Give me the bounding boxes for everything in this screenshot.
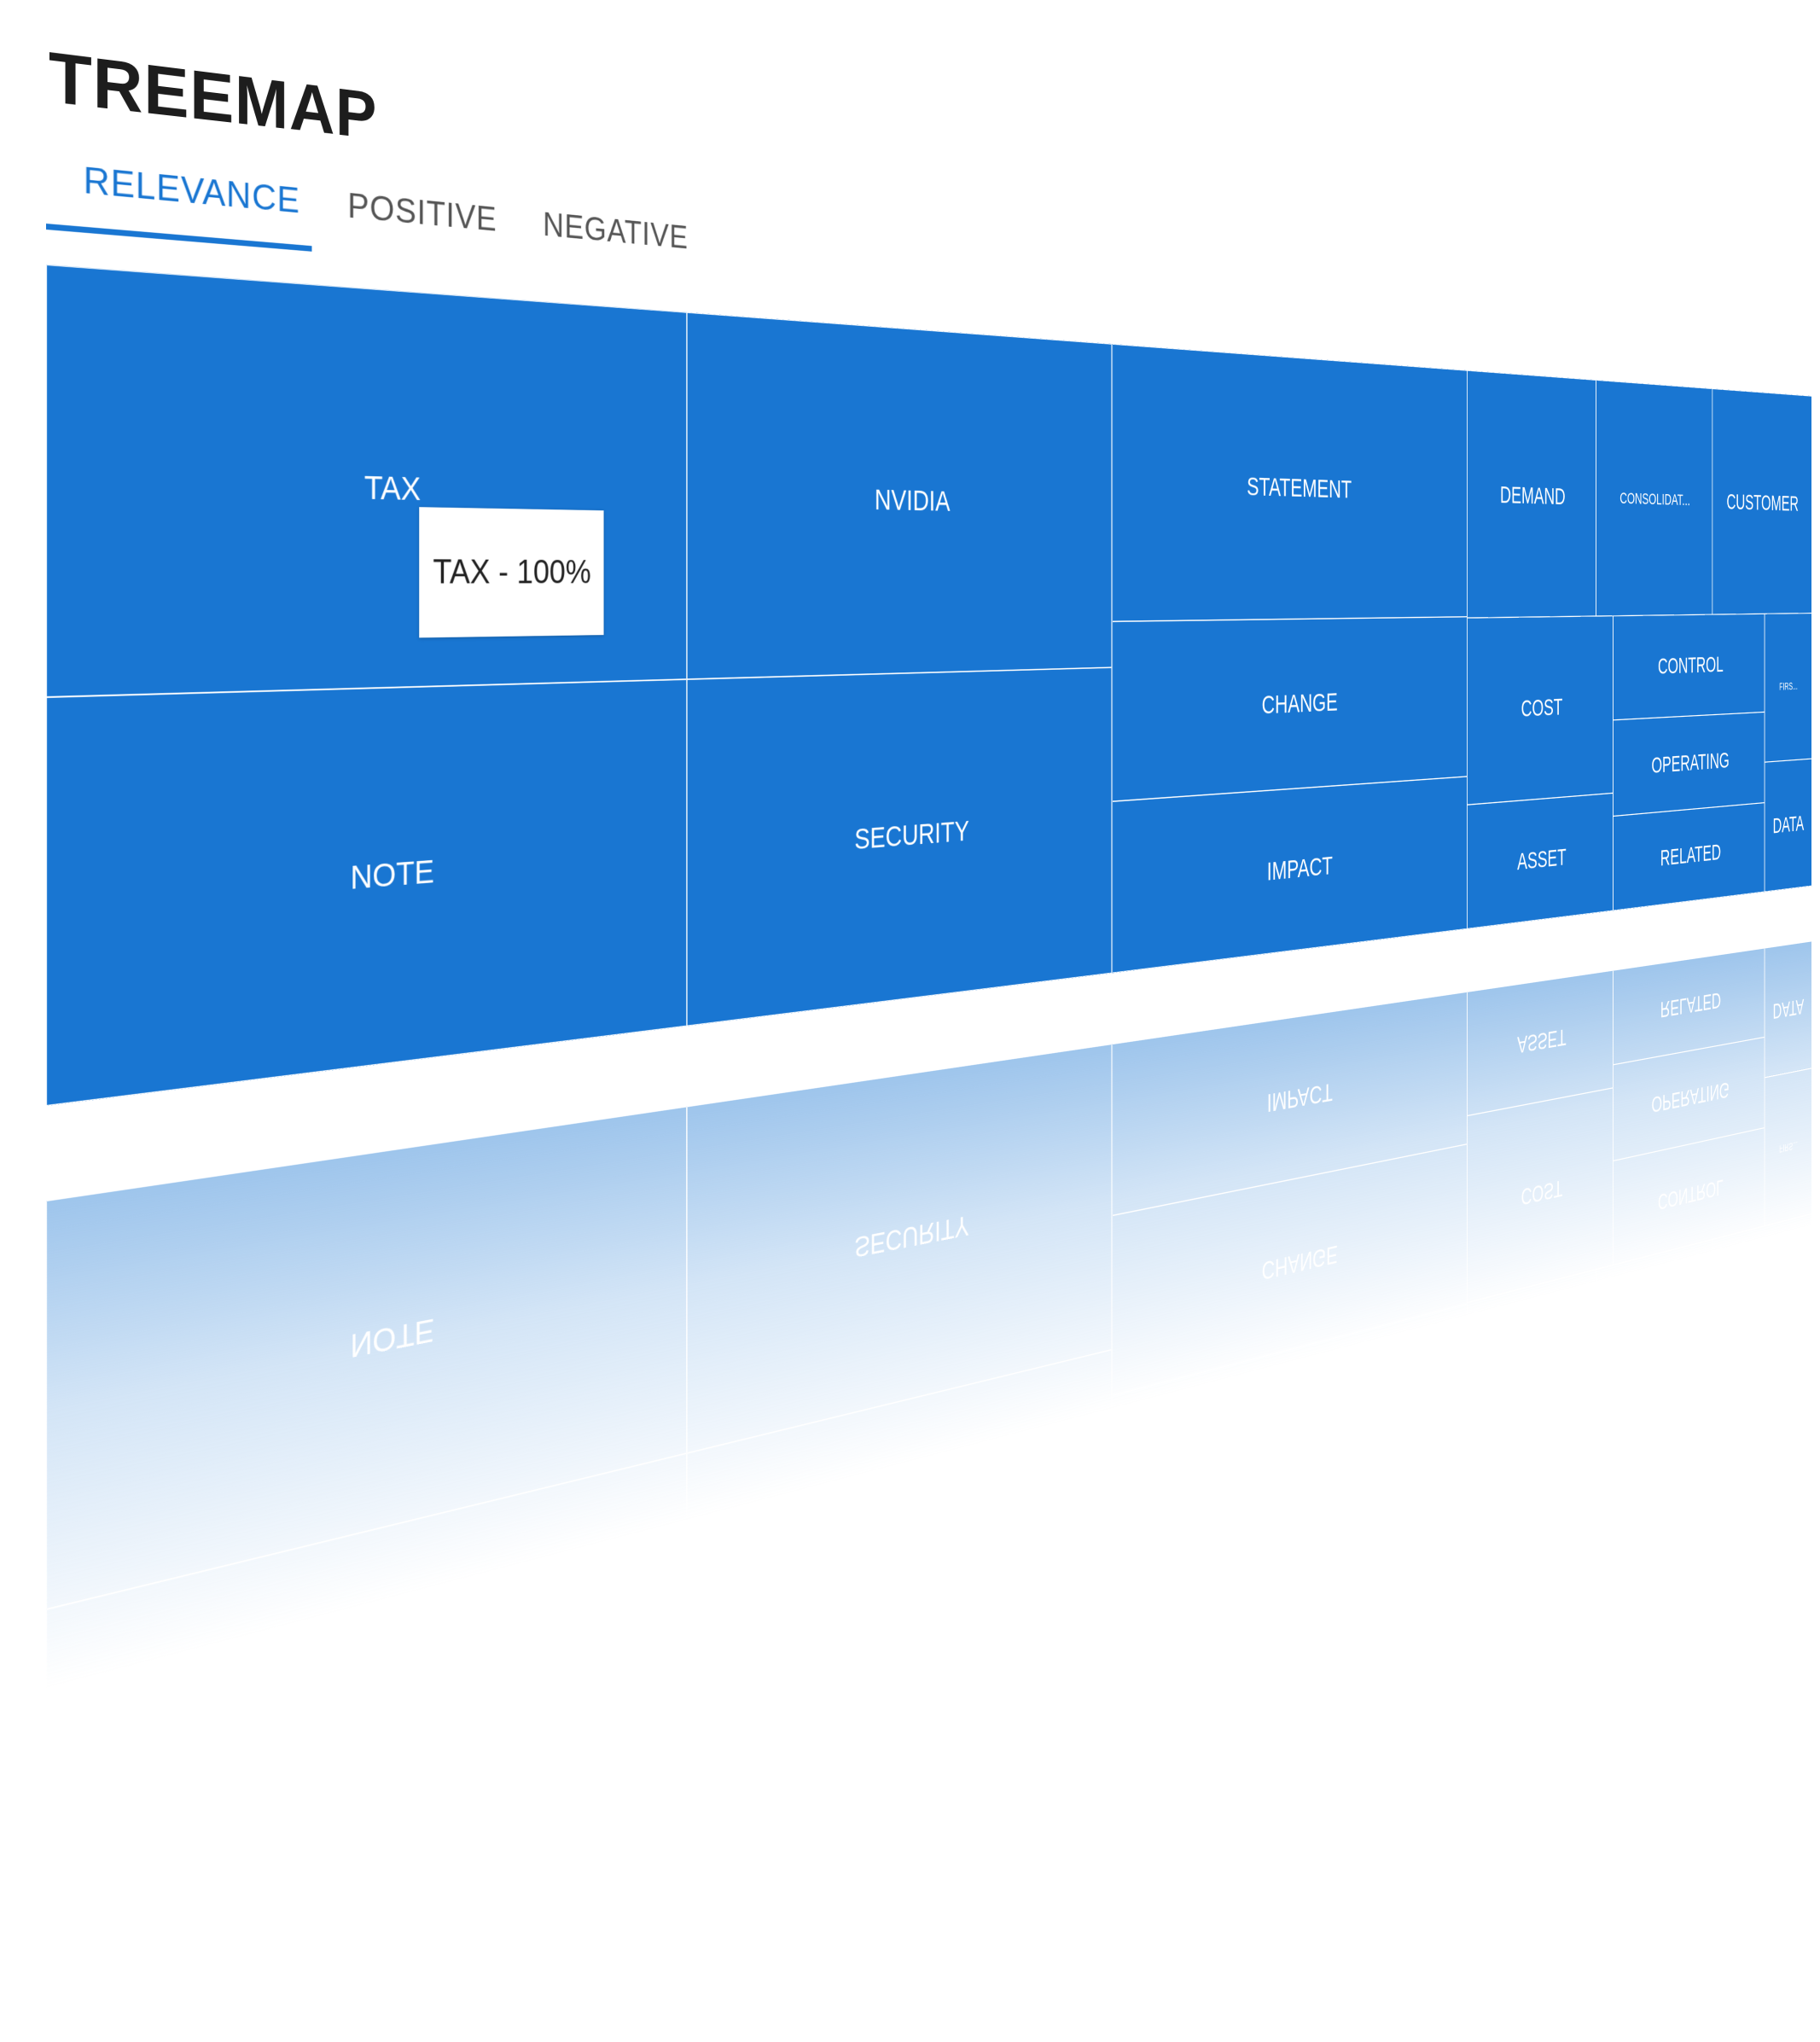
cell-label: CUSTOMER [1726,489,1799,516]
treemap-cell[interactable]: CONSOLIDAT... [1596,380,1712,616]
reflection-fade [46,940,1812,2042]
treemap-cell[interactable]: FIRS... [1765,613,1812,762]
tab-positive[interactable]: POSITIVE [347,186,497,239]
cell-label: STATEMENT [1247,472,1352,504]
tab-negative[interactable]: NEGATIVE [543,206,689,256]
treemap-cell[interactable]: CONTROL [1613,614,1765,720]
cell-label: IMPACT [1266,851,1333,887]
active-tab-indicator [46,224,312,252]
page-title: TREEMAP [49,37,378,154]
treemap-cell[interactable]: NVIDIA [686,311,1113,679]
cell-label: ASSET [1517,843,1567,875]
cell-label: NOTE [350,852,434,897]
treemap-cell[interactable]: NOTE [46,678,687,1106]
cell-label: CONTROL [1657,651,1724,679]
treemap-cell[interactable]: STATEMENT [1112,344,1468,622]
tooltip: TAX - 100% [419,507,604,638]
cell-label: TAX [363,468,422,508]
treemap-cell[interactable]: CHANGE [1112,616,1468,802]
treemap-panel: TREEMAP RELEVANCE POSITIVE NEGATIVE TAX N… [46,37,1812,2042]
treemap-cell[interactable]: OPERATING [1613,712,1765,817]
cell-label: NVIDIA [874,483,951,518]
treemap-reflection: TAXNOTENVIDIASECURITYSTATEMENTCHANGEIMPA… [46,940,1812,2042]
cell-label: CONSOLIDAT... [1619,489,1690,509]
cell-label: OPERATING [1651,748,1730,778]
cell-label: DATA [1772,811,1805,838]
treemap-cell[interactable]: IMPACT [1112,776,1468,974]
treemap-cell[interactable]: RELATED [1613,802,1765,911]
tab-relevance[interactable]: RELEVANCE [83,160,300,221]
treemap-cell[interactable]: DATA [1765,758,1812,893]
treemap-cell[interactable]: ASSET [1467,793,1614,929]
cell-label: COST [1521,693,1563,722]
cell-label: CHANGE [1261,687,1338,719]
treemap-cell[interactable]: SECURITY [686,667,1113,1027]
treemap-cell[interactable]: DEMAND [1467,370,1596,618]
cell-label: SECURITY [854,815,969,856]
treemap-cell[interactable]: COST [1467,615,1614,806]
cell-label: RELATED [1660,839,1721,871]
treemap-cell[interactable]: CUSTOMER [1712,388,1812,615]
cell-label: FIRS... [1779,680,1798,693]
cell-label: DEMAND [1500,481,1566,510]
